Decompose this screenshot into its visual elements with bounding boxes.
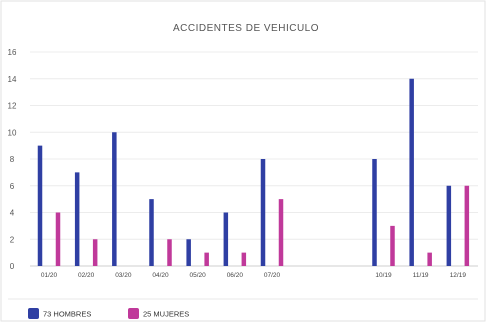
bar-mujeres [278,199,284,266]
chart-title: ACCIDENTES DE VEHICULO [173,23,319,34]
x-tick-label: 04/20 [152,272,169,279]
y-tick-label: 10 [8,128,17,137]
y-tick-label: 4 [10,209,15,218]
bar-mujeres [55,212,61,266]
y-tick-label: 8 [10,155,15,164]
y-tick-label: 12 [8,102,17,111]
x-tick-label: 03/20 [115,272,132,279]
grid [30,51,478,267]
x-tick-label: 10/19 [375,272,392,279]
bar-hombres [260,159,266,266]
x-axis: 01/20 02/20 03/20 04/20 05/20 06/20 07/20 10/19… [41,272,466,279]
y-tick-label: 2 [10,235,15,244]
legend-label-mujeres: 25 MUJERES [143,310,189,319]
bars [37,78,470,266]
bar-mujeres [427,252,432,266]
x-tick-label: 11/19 [413,272,429,279]
bar-hombres [186,239,191,266]
y-tick-label: 14 [8,75,17,84]
x-tick-label: 02/20 [78,272,95,279]
x-tick-label: 12/19 [450,272,467,279]
bar-mujeres [167,239,172,266]
x-tick-label: 05/20 [190,272,207,279]
x-tick-label: 01/20 [41,272,58,279]
bar-hombres [409,78,414,266]
bar-mujeres [92,239,98,266]
x-tick-label: 06/20 [227,272,244,279]
legend-label-hombres: 73 HOMBRES [43,310,91,319]
bar-mujeres [241,252,247,266]
bar-hombres [112,132,117,266]
y-tick-label: 6 [10,182,15,191]
bar-hombres [446,185,452,266]
legend: 73 HOMBRES 25 MUJERES [28,308,189,319]
bar-hombres [37,145,43,266]
bar-hombres [372,159,377,266]
bar-hombres [149,199,154,266]
y-axis: 0 2 4 6 8 10 12 14 16 [8,48,17,271]
bar-mujeres [390,225,395,266]
y-tick-label: 0 [10,262,15,271]
x-tick-label: 07/20 [264,272,281,279]
bar-mujeres [464,185,470,266]
bar-hombres [223,212,229,266]
bar-mujeres [204,252,209,266]
legend-swatch-mujeres [128,308,139,319]
y-tick-label: 16 [8,48,17,57]
legend-swatch-hombres [28,308,39,319]
bar-hombres [74,172,80,266]
